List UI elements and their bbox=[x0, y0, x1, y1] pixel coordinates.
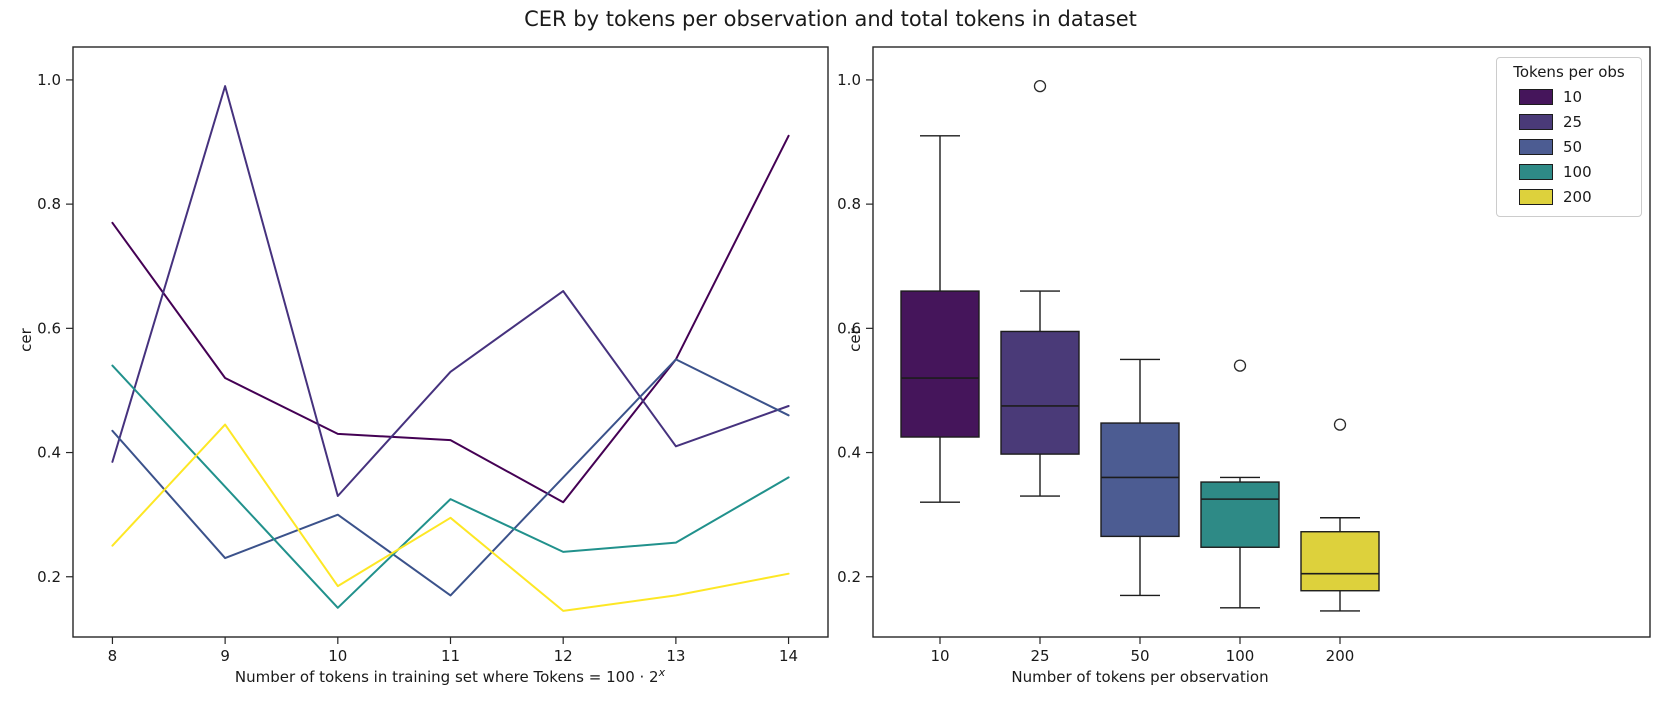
y-tick-label: 0.8 bbox=[837, 195, 861, 213]
legend-label: 10 bbox=[1563, 87, 1583, 106]
legend-item-50: 50 bbox=[1505, 134, 1633, 159]
axes-frame bbox=[872, 46, 1651, 638]
left-y-axis-label: cer bbox=[17, 328, 35, 352]
y-tick-label: 1.0 bbox=[837, 71, 861, 89]
legend-label: 50 bbox=[1563, 137, 1583, 156]
x-tick-label: 10 bbox=[328, 647, 347, 665]
figure-title: CER by tokens per observation and total … bbox=[524, 7, 1137, 31]
y-tick-label: 0.4 bbox=[837, 444, 861, 462]
left-x-axis-label-text: Number of tokens in training set where T… bbox=[234, 668, 659, 686]
axes-frame bbox=[72, 46, 829, 638]
right-y-axis-label: cer bbox=[846, 328, 864, 352]
box-100 bbox=[1200, 359, 1280, 609]
x-tick-label: 50 bbox=[1130, 647, 1149, 665]
legend-swatch-200 bbox=[1519, 188, 1553, 205]
x-tick-label: 10 bbox=[930, 647, 949, 665]
y-tick-label: 1.0 bbox=[37, 71, 61, 89]
legend-swatch-100 bbox=[1519, 163, 1553, 180]
outlier-point bbox=[1333, 418, 1347, 431]
y-tick-label: 0.8 bbox=[37, 195, 61, 213]
legend-item-100: 100 bbox=[1505, 159, 1633, 184]
box-rect bbox=[900, 290, 980, 438]
right-x-axis-label: Number of tokens per observation bbox=[1011, 668, 1269, 686]
legend-item-200: 200 bbox=[1505, 184, 1633, 209]
line-series-25 bbox=[111, 85, 790, 497]
x-tick-label: 14 bbox=[779, 647, 798, 665]
x-tick-label: 12 bbox=[554, 647, 573, 665]
legend-label: 100 bbox=[1563, 162, 1592, 181]
line-series-100 bbox=[111, 364, 790, 609]
left-plot: 0.2 0.4 0.6 0.8 1.0 8 9 10 11 12 13 14 bbox=[37, 46, 829, 665]
box-rect bbox=[1200, 481, 1280, 548]
legend-title: Tokens per obs bbox=[1513, 63, 1625, 81]
box-50 bbox=[1100, 358, 1180, 597]
right-plot: 0.2 0.4 0.6 0.8 1.0 10 25 50 100 200 bbox=[837, 46, 1651, 665]
y-tick-label: 0.2 bbox=[37, 568, 61, 586]
boxplot-legend: Tokens per obs 10 25 50 100 200 bbox=[1496, 57, 1642, 217]
box-rect bbox=[1100, 422, 1180, 538]
legend-item-10: 10 bbox=[1505, 84, 1633, 109]
box-rect bbox=[1300, 531, 1380, 592]
box-10 bbox=[900, 135, 980, 503]
x-tick-label: 13 bbox=[666, 647, 685, 665]
legend-swatch-10 bbox=[1519, 88, 1553, 105]
left-x-axis-label-exponent: x bbox=[658, 666, 666, 679]
y-tick-label: 0.6 bbox=[837, 319, 861, 337]
outlier-point bbox=[1233, 359, 1247, 372]
line-series-200 bbox=[111, 423, 790, 612]
line-series-10 bbox=[111, 134, 790, 504]
box-25 bbox=[1000, 79, 1080, 497]
box-rect bbox=[1000, 330, 1080, 455]
legend-label: 200 bbox=[1563, 187, 1592, 206]
x-tick-label: 8 bbox=[108, 647, 118, 665]
legend-swatch-50 bbox=[1519, 138, 1553, 155]
y-tick-label: 0.2 bbox=[837, 568, 861, 586]
line-series-50 bbox=[111, 358, 790, 597]
x-tick-label: 100 bbox=[1226, 647, 1255, 665]
x-tick-label: 200 bbox=[1326, 647, 1355, 665]
left-x-axis-label: Number of tokens in training set where T… bbox=[120, 666, 780, 686]
y-tick-label: 0.4 bbox=[37, 444, 61, 462]
legend-item-25: 25 bbox=[1505, 109, 1633, 134]
legend-items: 10 25 50 100 200 bbox=[1505, 84, 1633, 209]
legend-label: 25 bbox=[1563, 112, 1583, 131]
y-tick-label: 0.6 bbox=[37, 319, 61, 337]
x-tick-label: 11 bbox=[441, 647, 460, 665]
x-tick-label: 25 bbox=[1030, 647, 1049, 665]
outlier-point bbox=[1033, 79, 1047, 93]
x-tick-label: 9 bbox=[220, 647, 230, 665]
legend-swatch-25 bbox=[1519, 113, 1553, 130]
box-200 bbox=[1300, 418, 1380, 612]
